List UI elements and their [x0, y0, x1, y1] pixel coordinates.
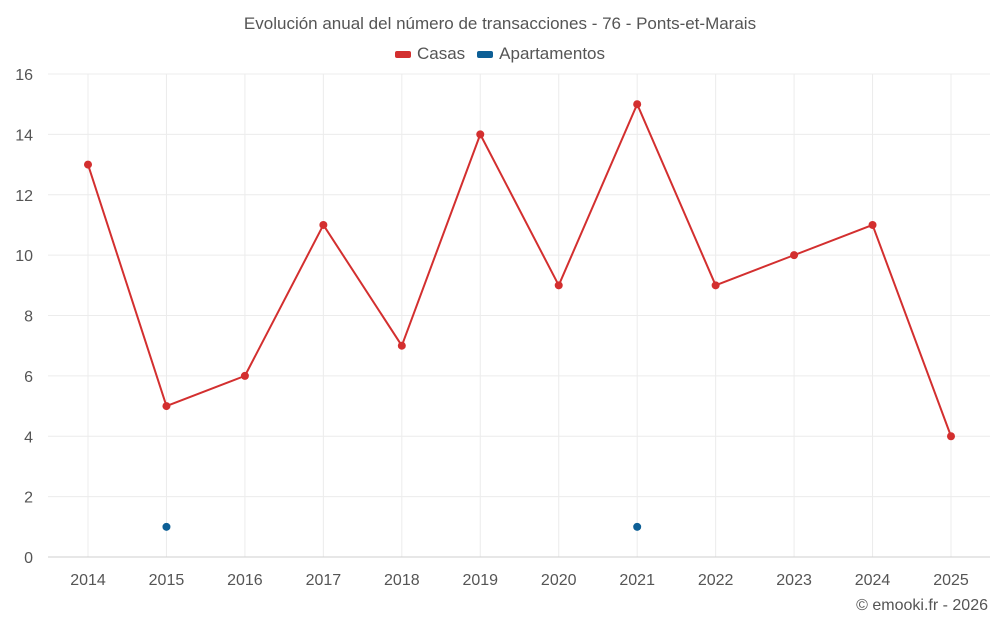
data-point-apartamentos — [162, 522, 171, 531]
data-point-casas — [711, 281, 720, 290]
y-tick-label: 2 — [24, 490, 33, 507]
axes: 0 2 4 6 8 10 12 14 16 2014 2015 2016 2017 2018 2019 202… — [15, 67, 990, 589]
x-tick-label: 2024 — [855, 572, 891, 589]
legend-label-apartamentos: Apartamentos — [499, 44, 606, 63]
x-tick-label: 2016 — [227, 572, 263, 589]
legend-label-casas: Casas — [416, 44, 466, 63]
grid — [48, 73, 990, 558]
y-tick-label: 4 — [24, 429, 33, 446]
credit-text: © emooki.fr - 2026 — [856, 597, 988, 614]
data-point-casas — [868, 220, 877, 229]
data-point-casas — [790, 251, 799, 260]
x-tick-label: 2021 — [619, 572, 655, 589]
x-tick-label: 2019 — [462, 572, 498, 589]
x-tick-label: 2015 — [149, 572, 185, 589]
data-point-apartamentos — [633, 522, 642, 531]
x-tick-label: 2025 — [933, 572, 969, 589]
y-tick-label: 12 — [15, 188, 33, 205]
y-tick-label: 14 — [15, 127, 33, 144]
legend-item-apartamentos[interactable]: Apartamentos — [477, 44, 605, 64]
chart-title: Evolución anual del número de transaccio… — [243, 14, 757, 33]
series — [84, 100, 955, 531]
series-line-casas — [87, 103, 952, 437]
x-tick-label: 2017 — [306, 572, 342, 589]
legend-swatch-casas — [394, 50, 411, 58]
y-tick-label: 16 — [15, 67, 33, 84]
legend-swatch-apartamentos — [477, 50, 494, 58]
y-tick-label: 6 — [24, 369, 33, 386]
x-tick-label: 2020 — [541, 572, 577, 589]
data-point-casas — [476, 130, 485, 139]
data-point-casas — [319, 220, 328, 229]
y-tick-label: 8 — [24, 309, 33, 326]
legend-item-casas[interactable]: Casas — [394, 44, 466, 64]
y-tick-label: 10 — [15, 248, 33, 265]
data-point-casas — [84, 160, 92, 169]
chart-legend: Casas Apartamentos — [0, 44, 1000, 64]
data-point-casas — [240, 371, 249, 380]
data-point-casas — [554, 281, 563, 290]
data-point-casas — [162, 402, 171, 411]
y-tick-label: 0 — [24, 550, 33, 567]
x-tick-label: 2014 — [70, 572, 106, 589]
x-tick-label: 2022 — [698, 572, 734, 589]
data-point-casas — [947, 432, 955, 441]
data-point-casas — [633, 100, 642, 109]
x-tick-label: 2018 — [384, 572, 420, 589]
x-tick-label: 2023 — [776, 572, 812, 589]
data-point-casas — [397, 341, 406, 350]
